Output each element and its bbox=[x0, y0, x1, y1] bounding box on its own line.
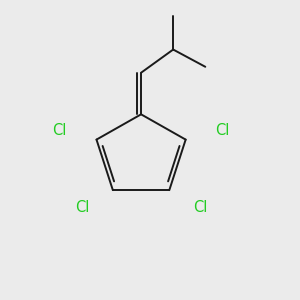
Text: Cl: Cl bbox=[75, 200, 89, 215]
Text: Cl: Cl bbox=[193, 200, 208, 215]
Text: Cl: Cl bbox=[52, 123, 67, 138]
Text: Cl: Cl bbox=[215, 123, 230, 138]
